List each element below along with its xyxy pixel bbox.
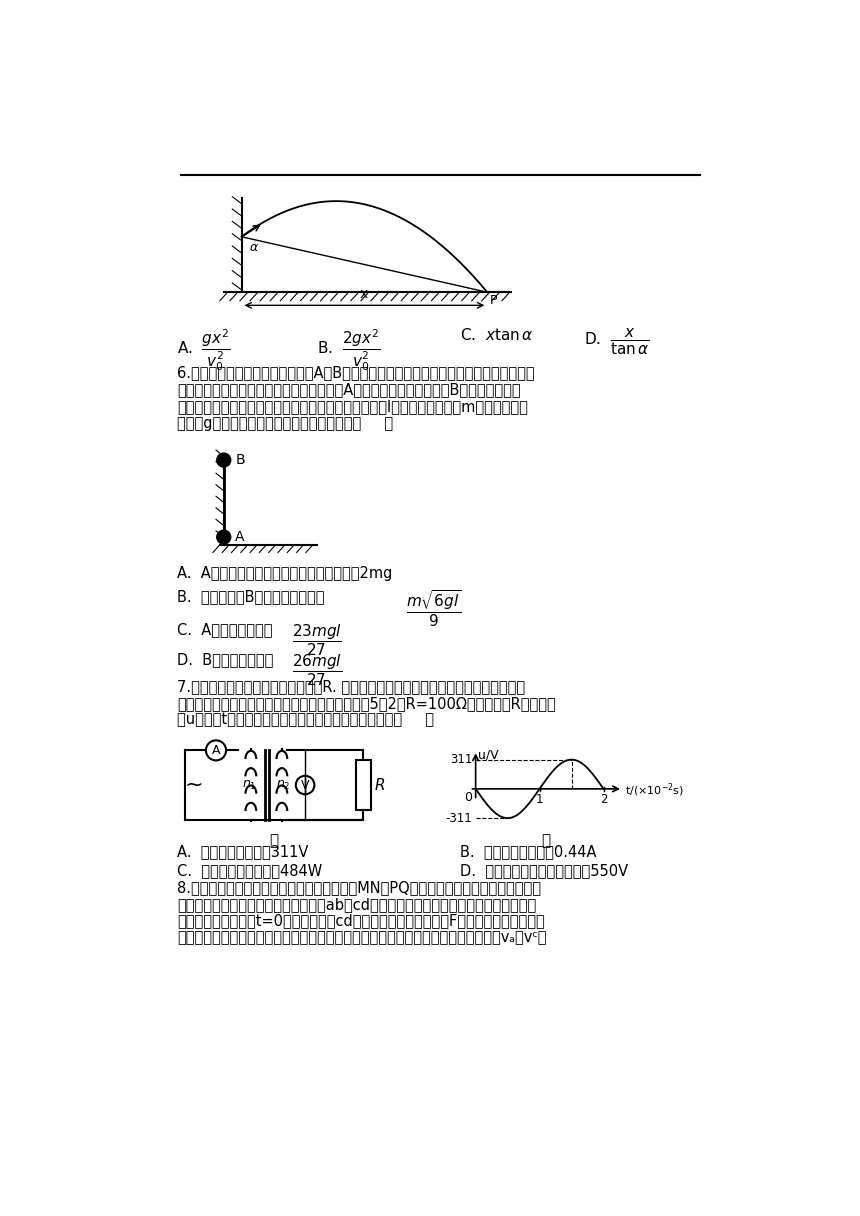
Text: 大小为g，不计一切摩擦，下列说法正确的是（     ）: 大小为g，不计一切摩擦，下列说法正确的是（ ） <box>177 416 393 432</box>
Text: P: P <box>489 294 497 306</box>
Text: D.  变压器原线圈两端的电压为550V: D. 变压器原线圈两端的电压为550V <box>460 863 629 878</box>
Text: u/V: u/V <box>478 748 499 761</box>
Text: 2: 2 <box>599 794 607 806</box>
Text: R: R <box>374 777 384 793</box>
Text: B: B <box>236 454 245 467</box>
Text: 上的匹强磁场。两根完全相同的金属棹ab、cd垂直放置在导轨上，两金属棹的长度恰好等: 上的匹强磁场。两根完全相同的金属棹ab、cd垂直放置在导轨上，两金属棹的长度恰好… <box>177 896 537 912</box>
Text: x: x <box>359 287 368 300</box>
Text: ~: ~ <box>184 775 203 795</box>
Bar <box>355 760 371 810</box>
Text: A.  $\dfrac{gx^2}{v_0^2}$: A. $\dfrac{gx^2}{v_0^2}$ <box>177 327 230 372</box>
Text: C.  $x\tan\alpha$: C. $x\tan\alpha$ <box>460 327 534 343</box>
Text: $\alpha$: $\alpha$ <box>249 242 260 254</box>
Text: 示方式连接。已知变压器的原、副线圈的匹数比为5：2，R=100Ω，测得电阱R两端的电: 示方式连接。已知变压器的原、副线圈的匹数比为5：2，R=100Ω，测得电阱R两端… <box>177 696 556 710</box>
Text: 0: 0 <box>464 792 472 804</box>
Text: $\dfrac{26mgl}{27}$: $\dfrac{26mgl}{27}$ <box>292 653 342 688</box>
Text: D.  B球的最大动能为: D. B球的最大动能为 <box>177 653 273 668</box>
Text: B.  竖直墙面对B球的冲量大小为四: B. 竖直墙面对B球的冲量大小为四 <box>177 589 325 603</box>
Text: 乙: 乙 <box>541 833 550 849</box>
Text: 311: 311 <box>450 753 472 766</box>
Text: 过程中两球始终在同一竖直平面内。已知轻杆的长度为l，两球的质量均为m，重力加速度: 过程中两球始终在同一竖直平面内。已知轻杆的长度为l，两球的质量均为m，重力加速度 <box>177 399 528 415</box>
Text: D.  $\dfrac{x}{\tan\alpha}$: D. $\dfrac{x}{\tan\alpha}$ <box>584 327 650 356</box>
Text: 开始运动，金属棹在运动过程中始终与导轨接触良好，两金属棹的速度大小分别记为vₐ、vᶜ，: 开始运动，金属棹在运动过程中始终与导轨接触良好，两金属棹的速度大小分别记为vₐ、… <box>177 930 547 946</box>
Text: 8.如图所示，两根足够长的光滑平行金属导轨MN、PQ水平固定放置，导轨间存在竖直向: 8.如图所示，两根足够长的光滑平行金属导轨MN、PQ水平固定放置，导轨间存在竖直… <box>177 879 541 895</box>
Circle shape <box>217 530 230 544</box>
Text: V: V <box>301 778 310 792</box>
Text: 6.如图所示，两端分别固定有小球A、B（均视为质点）的轻杆竖直立在水平面上并靠在竖: 6.如图所示，两端分别固定有小球A、B（均视为质点）的轻杆竖直立在水平面上并靠在… <box>177 365 535 381</box>
Text: B.  电流表Ⓐ的示数为0.44A: B. 电流表Ⓐ的示数为0.44A <box>460 844 597 860</box>
Text: A: A <box>212 744 220 756</box>
Text: B.  $\dfrac{2gx^2}{v_0^2}$: B. $\dfrac{2gx^2}{v_0^2}$ <box>316 327 380 372</box>
Text: 7.如图所示，理想变压器与定值电阱R. 理想交流电压表Ⓘ、理想交流电流表Ⓐ按图甲所: 7.如图所示，理想变压器与定值电阱R. 理想交流电压表Ⓘ、理想交流电流表Ⓐ按图甲… <box>177 679 525 694</box>
Text: $n_1$: $n_1$ <box>242 778 256 792</box>
Text: 1: 1 <box>536 794 544 806</box>
Text: $n_2$: $n_2$ <box>276 778 291 792</box>
Circle shape <box>217 454 230 467</box>
Text: A.  A球动能最大时对水平面的压力大小等于2mg: A. A球动能最大时对水平面的压力大小等于2mg <box>177 565 393 580</box>
Text: 于金属导轨的间距。t=0时刻对金属棹cd施加一个水平向右的恒力F，此后两金属棹由静止: 于金属导轨的间距。t=0时刻对金属棹cd施加一个水平向右的恒力F，此后两金属棹由… <box>177 913 545 929</box>
Text: 压u随时间t的变化图像如图乙所示，下列说法正确的是（     ）: 压u随时间t的变化图像如图乙所示，下列说法正确的是（ ） <box>177 713 434 727</box>
Text: $\dfrac{23mgl}{27}$: $\dfrac{23mgl}{27}$ <box>292 621 342 658</box>
Text: A: A <box>236 530 245 544</box>
Text: A.  电压表Ⓘ的示数为311V: A. 电压表Ⓘ的示数为311V <box>177 844 309 860</box>
Text: $\dfrac{m\sqrt{6gl}}{9}$: $\dfrac{m\sqrt{6gl}}{9}$ <box>406 589 461 630</box>
Text: 直墙面右侧处于静止状态。由于轻微扰动，A球开始水平面向右滑动，B球随之下降，此: 直墙面右侧处于静止状态。由于轻微扰动，A球开始水平面向右滑动，B球随之下降，此 <box>177 382 521 398</box>
Text: 甲: 甲 <box>269 833 279 849</box>
Text: C.  A球的最大动能为: C. A球的最大动能为 <box>177 621 273 637</box>
Text: C.  变压器的输入功率为484W: C. 变压器的输入功率为484W <box>177 863 322 878</box>
Text: t/($\times 10^{-2}$s): t/($\times 10^{-2}$s) <box>625 782 685 799</box>
Text: -311: -311 <box>445 811 472 824</box>
